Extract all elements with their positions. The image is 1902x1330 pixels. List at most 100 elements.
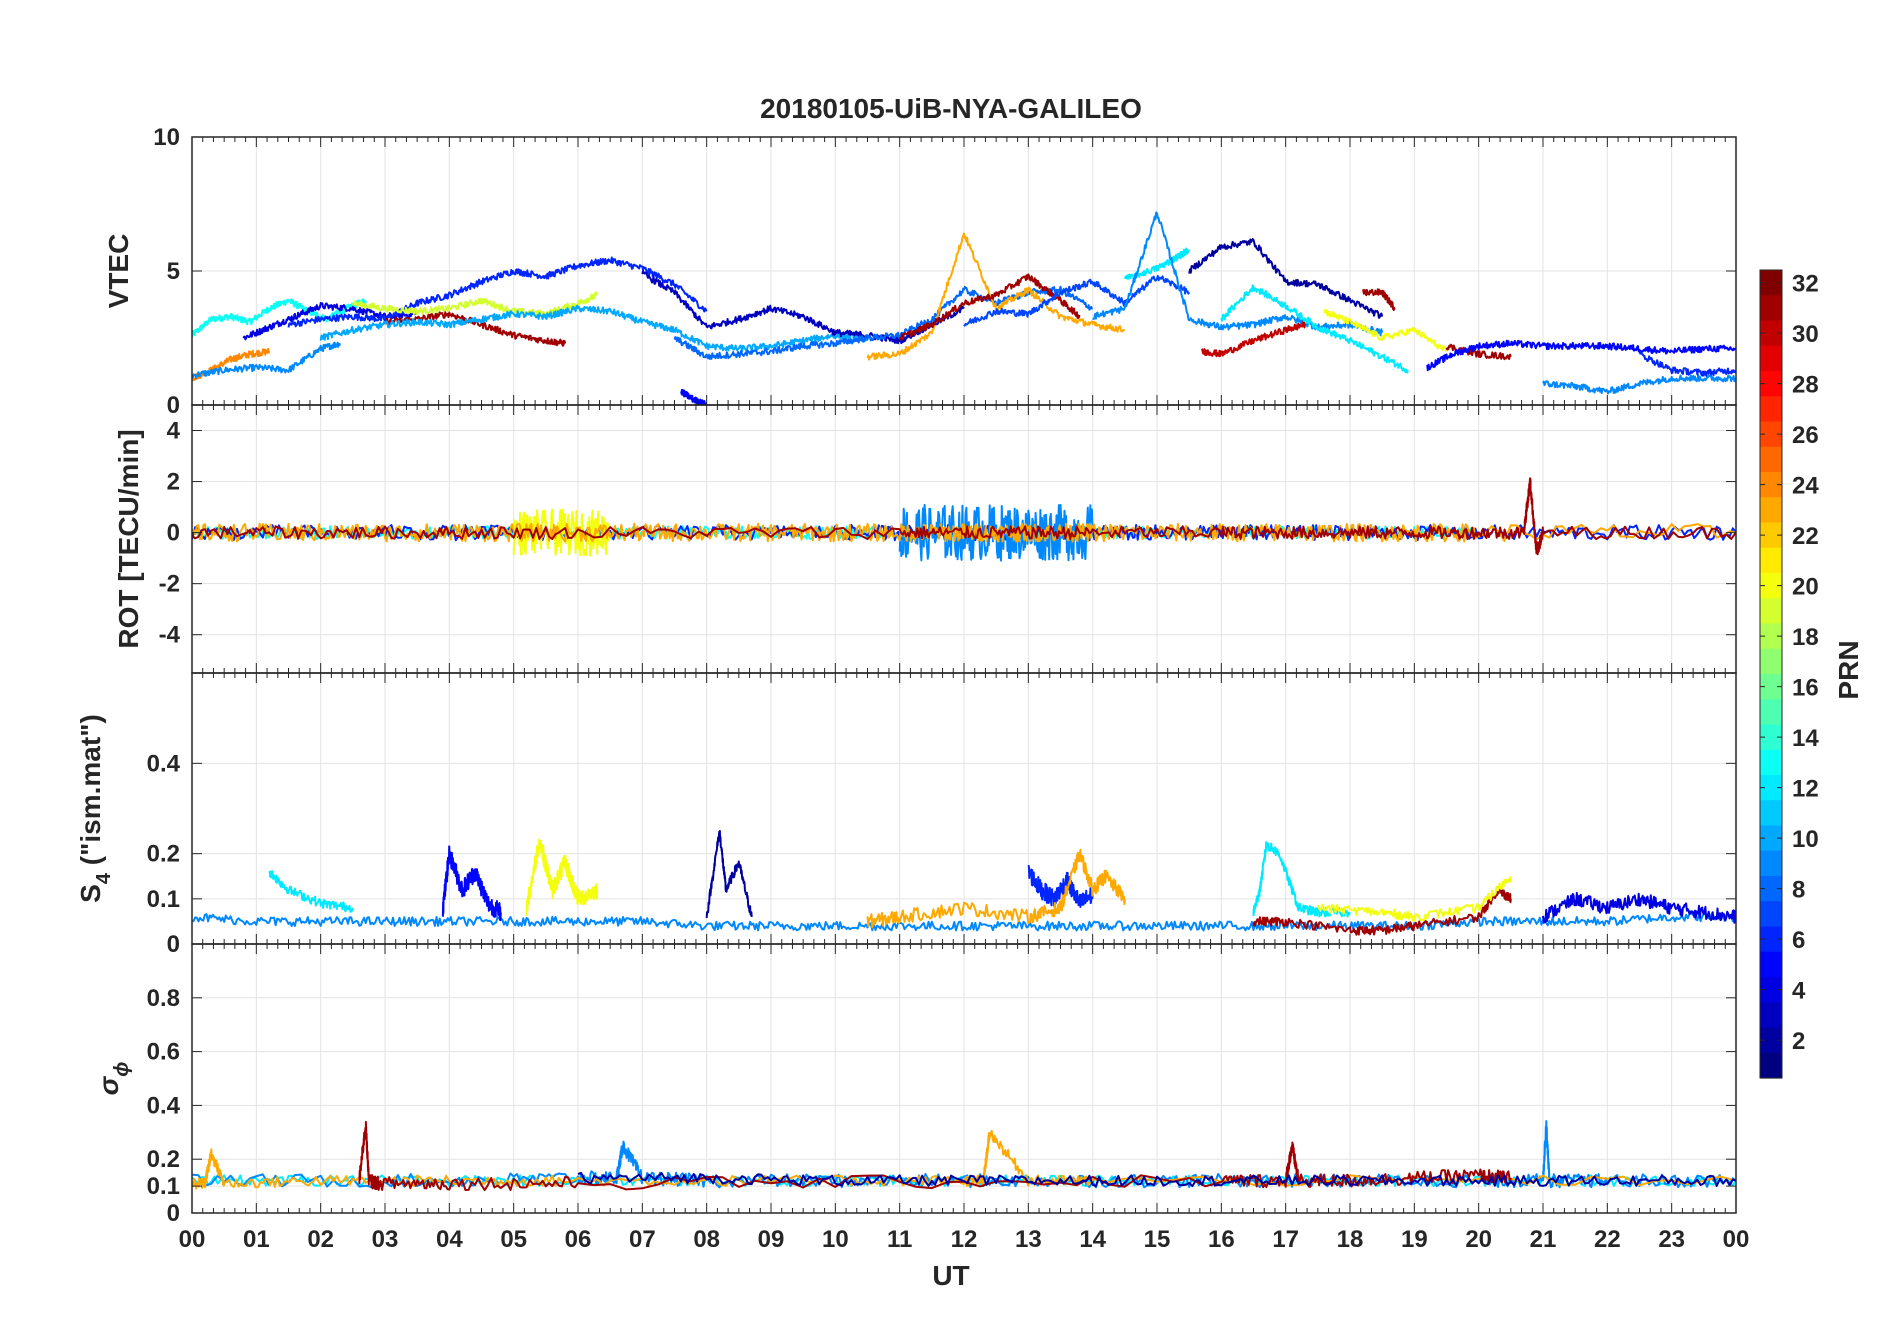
colorbar-band <box>1760 497 1782 524</box>
series-line-prn-4 <box>242 302 418 341</box>
colorbar-band <box>1760 800 1782 827</box>
colorbar-band <box>1760 320 1782 347</box>
x-tick-label: 18 <box>1337 1226 1364 1253</box>
series-line-prn-31 <box>358 1120 1512 1192</box>
series-line-prn-12 <box>1123 247 1191 280</box>
series-line-prn-31 <box>1361 288 1396 311</box>
x-tick-label: 10 <box>822 1226 849 1253</box>
x-tick-label: 19 <box>1401 1226 1428 1253</box>
colorbar-band <box>1760 674 1782 700</box>
colorbar-tick-label: 4 <box>1792 978 1806 1005</box>
y-tick-label: 4 <box>167 418 181 445</box>
series-line-prn-19 <box>351 291 599 318</box>
series-line-prn-10 <box>319 304 869 353</box>
y-tick-label: 2 <box>167 469 180 496</box>
x-tick-label: 04 <box>436 1226 463 1253</box>
series-line-prn-6 <box>1027 864 1094 908</box>
colorbar-tick-label: 24 <box>1792 473 1819 500</box>
colorbar-band <box>1760 295 1782 322</box>
colorbar-tick-label: 32 <box>1792 271 1819 298</box>
x-tick-label: 13 <box>1015 1226 1042 1253</box>
colorbar-tick-label: 22 <box>1792 523 1819 550</box>
colorbar-band <box>1760 446 1782 473</box>
colorbar-tick-label: 14 <box>1792 725 1819 752</box>
x-tick-label: 07 <box>629 1226 656 1253</box>
colorbar-tick-label: 20 <box>1792 574 1819 601</box>
colorbar-tick-label: 2 <box>1792 1028 1805 1055</box>
colorbar-band <box>1760 573 1782 599</box>
y-axis-label-main: S <box>75 884 106 903</box>
series-line-prn-12 <box>1252 841 1351 918</box>
x-tick-label: 00 <box>179 1226 206 1253</box>
series-line-prn-20 <box>1316 876 1512 923</box>
y-tick-label: 0 <box>167 392 180 419</box>
colorbar-band <box>1760 598 1782 625</box>
x-tick-label: 00 <box>1723 1226 1750 1253</box>
y-axis-label-main: σ <box>93 1075 124 1095</box>
y-tick-label: 0.1 <box>147 1173 180 1200</box>
x-tick-label: 05 <box>500 1226 527 1253</box>
series-line-prn-2 <box>1188 238 1384 319</box>
series-group <box>192 211 1736 405</box>
x-tick-label: 14 <box>1079 1226 1106 1253</box>
x-axis-label: UT <box>932 1260 969 1291</box>
series-line-prn-5 <box>680 388 708 405</box>
colorbar-band <box>1760 1027 1782 1054</box>
x-tick-label: 01 <box>243 1226 270 1253</box>
y-axis-label-s4: S4 ("ism.mat") <box>75 714 115 903</box>
series-line-prn-31 <box>384 311 567 347</box>
y-axis-label-sigma_phi: σϕ <box>93 1062 133 1096</box>
series-group <box>192 1120 1736 1192</box>
series-line-prn-2 <box>577 1172 1736 1188</box>
series-line-prn-5 <box>441 845 502 922</box>
series-line-prn-9 <box>192 1120 1736 1189</box>
series-line-prn-9 <box>192 341 341 379</box>
y-tick-label: 0 <box>167 1200 180 1227</box>
colorbar-band <box>1760 901 1782 928</box>
y-axis-label-vtec: VTEC <box>103 234 134 309</box>
x-tick-label: 06 <box>565 1226 592 1253</box>
series-line-prn-2 <box>705 830 753 918</box>
series-line-prn-31 <box>1252 886 1512 936</box>
x-tick-label: 03 <box>372 1226 399 1253</box>
colorbar-tick-label: 28 <box>1792 372 1819 399</box>
y-tick-label: 0 <box>167 520 180 547</box>
series-group <box>192 830 1736 936</box>
chart-title: 20180105-UiB-NYA-GALILEO <box>760 93 1142 124</box>
y-tick-label: 0.4 <box>147 1092 181 1119</box>
colorbar-tick-label: 8 <box>1792 877 1805 904</box>
x-tick-label: 21 <box>1530 1226 1557 1253</box>
colorbar-band <box>1760 926 1782 953</box>
x-tick-label: 16 <box>1208 1226 1235 1253</box>
x-tick-label: 09 <box>758 1226 785 1253</box>
y-axis-label-rest: ("ism.mat") <box>75 714 106 873</box>
colorbar-band <box>1760 472 1782 498</box>
panel-rot: -4 -2 0 2 4 ROT [TECU/min] <box>113 404 1737 674</box>
x-tick-label: 17 <box>1272 1226 1299 1253</box>
series-line-prn-23 <box>866 848 1126 929</box>
series-line-prn-20 <box>525 838 599 916</box>
colorbar-tick-label: 12 <box>1792 776 1819 803</box>
series-line-prn-31 <box>192 477 1736 556</box>
x-tick-label: 23 <box>1658 1226 1685 1253</box>
colorbar-band <box>1760 396 1782 423</box>
colorbar-tick-label: 6 <box>1792 927 1805 954</box>
colorbar-tick-label: 18 <box>1792 624 1819 651</box>
colorbar-band <box>1760 749 1782 776</box>
series-line-prn-9 <box>1542 374 1736 395</box>
colorbar-band <box>1760 850 1782 877</box>
y-tick-label: 0.2 <box>147 1146 180 1173</box>
colorbar-band <box>1760 371 1782 397</box>
series-line-prn-12 <box>268 870 354 913</box>
y-tick-label: 10 <box>153 124 180 151</box>
x-tick-label: 11 <box>887 1226 912 1253</box>
x-tick-label: 08 <box>693 1226 720 1253</box>
y-tick-label: 0.4 <box>147 750 181 777</box>
colorbar-band <box>1760 724 1782 751</box>
colorbar-band <box>1760 699 1782 726</box>
colorbar-band <box>1760 977 1782 1003</box>
y-tick-label: -4 <box>159 622 181 649</box>
series-line-prn-13 <box>192 298 367 338</box>
